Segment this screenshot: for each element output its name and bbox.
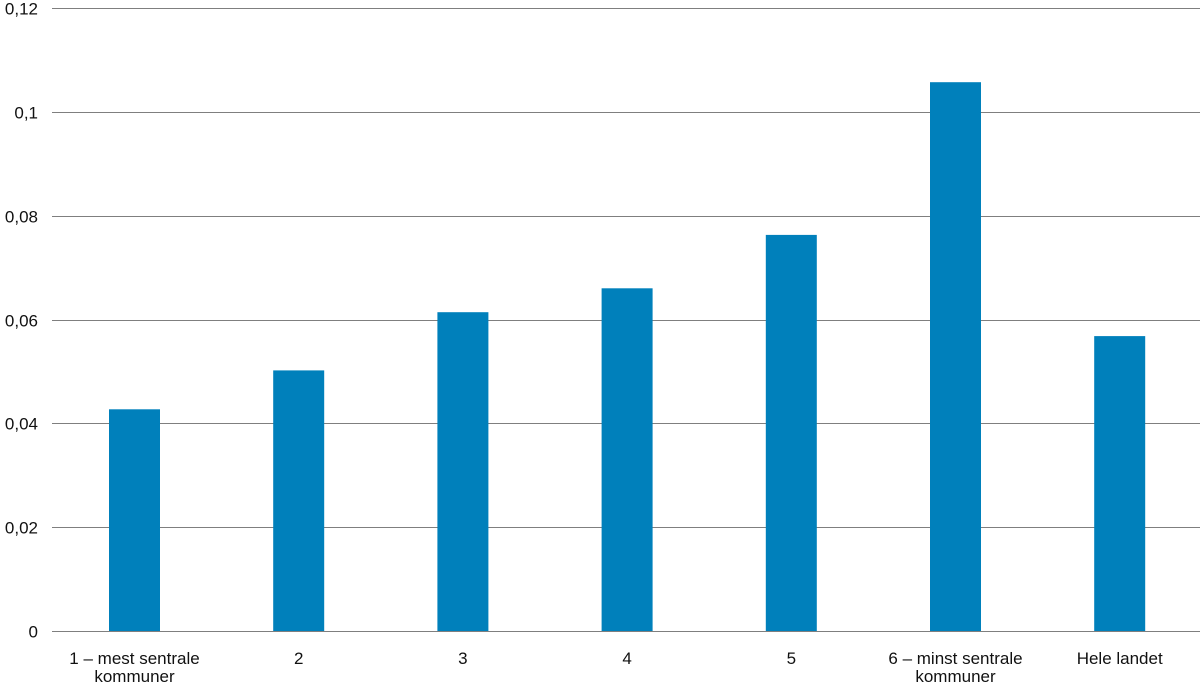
y-tick-label: 0,02 xyxy=(5,519,38,538)
x-category-label-line: Hele landet xyxy=(1077,649,1163,668)
x-category-label: 4 xyxy=(622,649,631,668)
y-tick-label: 0,12 xyxy=(5,0,38,19)
x-category-label: 5 xyxy=(787,649,796,668)
x-category-label-line: kommuner xyxy=(94,667,175,684)
x-category-label-line: 2 xyxy=(294,649,303,668)
x-category-label-line: kommuner xyxy=(915,667,996,684)
bar xyxy=(930,82,981,631)
y-tick-label: 0 xyxy=(29,623,38,642)
x-category-label: 6 – minst sentrale kommuner xyxy=(888,649,1022,684)
x-category-label: 1 – mest sentrale kommuner xyxy=(69,649,199,684)
bar xyxy=(601,288,653,631)
bar xyxy=(765,234,817,631)
x-category-label: 2 xyxy=(294,649,303,668)
y-tick-label: 0,06 xyxy=(5,312,38,331)
x-category-label-line: 1 – mest sentrale xyxy=(69,649,199,668)
y-tick-label: 0,08 xyxy=(5,208,38,227)
bars xyxy=(109,82,1146,631)
y-axis-tick-labels: 0 0,02 0,04 0,06 0,08 0,1 0,12 xyxy=(5,0,38,642)
x-category-label-line: 4 xyxy=(622,649,631,668)
bar xyxy=(109,409,160,631)
x-category-label: Hele landet xyxy=(1077,649,1163,668)
y-tick-label: 0,04 xyxy=(5,415,38,434)
bar xyxy=(1094,336,1146,631)
x-category-label-line: 3 xyxy=(458,649,467,668)
bar xyxy=(437,312,489,631)
bar xyxy=(273,370,325,631)
x-category-label: 3 xyxy=(458,649,467,668)
y-tick-label: 0,1 xyxy=(14,104,38,123)
x-category-label-line: 6 – minst sentrale xyxy=(888,649,1022,668)
x-category-label-line: 5 xyxy=(787,649,796,668)
